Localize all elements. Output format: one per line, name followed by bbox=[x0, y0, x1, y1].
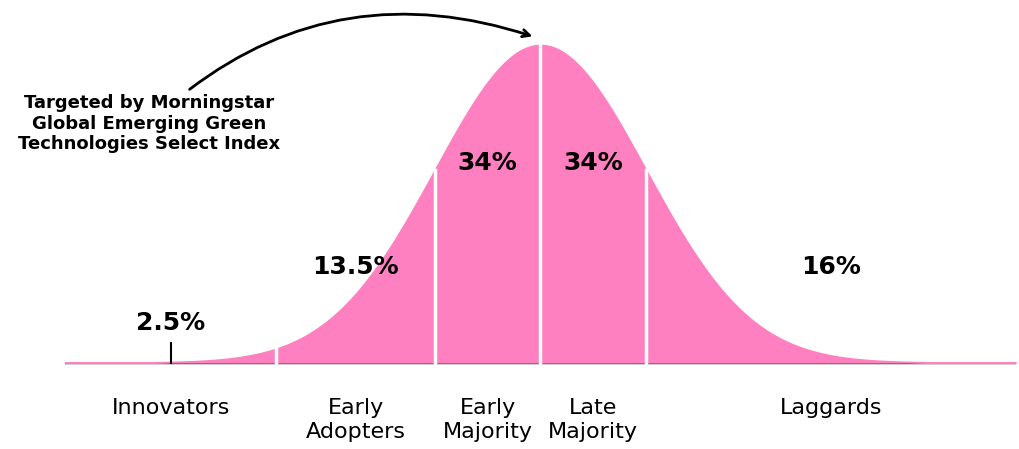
Text: Early
Adopters: Early Adopters bbox=[306, 398, 406, 441]
Text: 34%: 34% bbox=[458, 151, 517, 176]
Text: 13.5%: 13.5% bbox=[312, 255, 398, 279]
Text: Laggards: Laggards bbox=[779, 398, 881, 418]
Text: Early
Majority: Early Majority bbox=[442, 398, 532, 441]
Text: Late
Majority: Late Majority bbox=[547, 398, 638, 441]
Text: Innovators: Innovators bbox=[111, 398, 229, 418]
Text: 34%: 34% bbox=[562, 151, 623, 176]
Text: 2.5%: 2.5% bbox=[136, 311, 205, 335]
Text: Targeted by Morningstar
Global Emerging Green
Technologies Select Index: Targeted by Morningstar Global Emerging … bbox=[18, 14, 529, 154]
Text: 16%: 16% bbox=[800, 255, 860, 279]
